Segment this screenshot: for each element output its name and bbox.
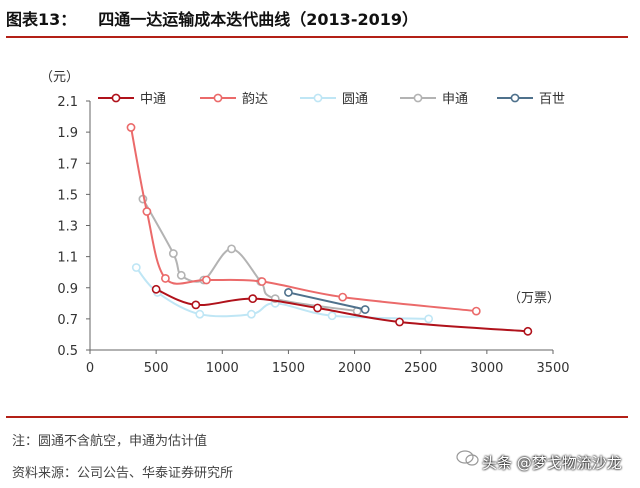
figure-title-text: 四通一达运输成本迭代曲线（2013-2019） [98, 10, 418, 29]
data-point [471, 306, 481, 316]
x-tick-label: 3000 [470, 361, 503, 376]
legend-item-2: 圆通 [300, 92, 368, 107]
data-point [131, 263, 141, 272]
legend-swatch-marker [111, 93, 121, 103]
data-point [142, 207, 152, 216]
footer-divider [6, 416, 628, 418]
legend-swatch-marker [313, 93, 323, 103]
x-tick-label: 0 [86, 361, 94, 376]
series-4 [284, 288, 370, 314]
series-0 [151, 284, 533, 336]
data-point [246, 309, 256, 319]
wechat-icon [456, 450, 479, 466]
data-point [523, 326, 533, 336]
data-point [284, 288, 293, 297]
legend-swatch-marker [510, 93, 520, 103]
data-point [176, 270, 186, 280]
x-tick-label: 1500 [272, 361, 305, 376]
chart-note: 注：圆通不含航空，申通为估计值 [12, 434, 208, 449]
series-1 [126, 123, 481, 316]
x-tick-label: 500 [144, 361, 169, 376]
figure-title: 图表13： 四通一达运输成本迭代曲线（2013-2019） [6, 6, 628, 34]
legend-label: 中通 [140, 92, 166, 107]
data-point [248, 294, 258, 304]
legend-item-3: 申通 [400, 92, 468, 107]
data-point [191, 300, 201, 310]
legend-label: 圆通 [342, 92, 368, 107]
legend-item-1: 韵达 [200, 92, 268, 107]
legend-label: 申通 [442, 92, 468, 107]
x-tick-label: 3500 [536, 361, 569, 376]
data-point [126, 123, 136, 132]
y-tick-label: 2.1 [57, 95, 78, 110]
series-2 [131, 263, 434, 324]
y-tick-label: 0.7 [57, 313, 78, 328]
legend-item-0: 中通 [98, 92, 166, 107]
y-tick-label: 0.9 [57, 282, 78, 297]
legend-label: 韵达 [242, 92, 268, 107]
data-point [161, 274, 170, 283]
legend-swatch-marker [213, 93, 223, 103]
data-point [151, 284, 161, 294]
source-line: 资料来源：公司公告、华泰证券研究所 [12, 466, 234, 481]
series-line [130, 127, 477, 313]
x-tick-label: 1000 [206, 361, 239, 376]
y-tick-label: 0.5 [57, 344, 78, 359]
data-point [338, 292, 348, 302]
data-point [257, 277, 267, 286]
legend-swatch-marker [413, 93, 423, 103]
y-tick-label: 1.5 [57, 188, 78, 203]
y-tick-label: 1.3 [57, 220, 78, 235]
x-tick-label: 2500 [404, 361, 437, 376]
data-point [313, 303, 322, 313]
title-divider [6, 36, 628, 38]
legend-label: 百世 [539, 92, 565, 107]
data-point [360, 305, 370, 314]
x-tick-label: 2000 [338, 361, 371, 376]
cost-curve-chart: 0 500 1000 1500 2000 2500 3000 3500 0.5 0.7 0.9 1.1… [40, 70, 570, 376]
data-point [202, 275, 211, 285]
data-point [395, 317, 404, 327]
x-unit-label: （万票） [508, 291, 560, 306]
y-tick-label: 1.1 [57, 251, 78, 266]
series-line [288, 291, 366, 311]
y-tick-label: 1.9 [57, 126, 78, 141]
y-unit-label: （元） [40, 70, 79, 85]
figure-label: 图表13： [6, 10, 77, 29]
data-point [227, 244, 236, 254]
data-point [327, 311, 337, 321]
data-point [424, 314, 434, 324]
y-tick-label: 1.7 [57, 157, 78, 172]
data-point [195, 309, 205, 319]
data-point [168, 249, 178, 258]
watermark-text: 头条 @梦戈物流沙龙 [482, 454, 622, 472]
legend-item-4: 百世 [497, 92, 565, 107]
